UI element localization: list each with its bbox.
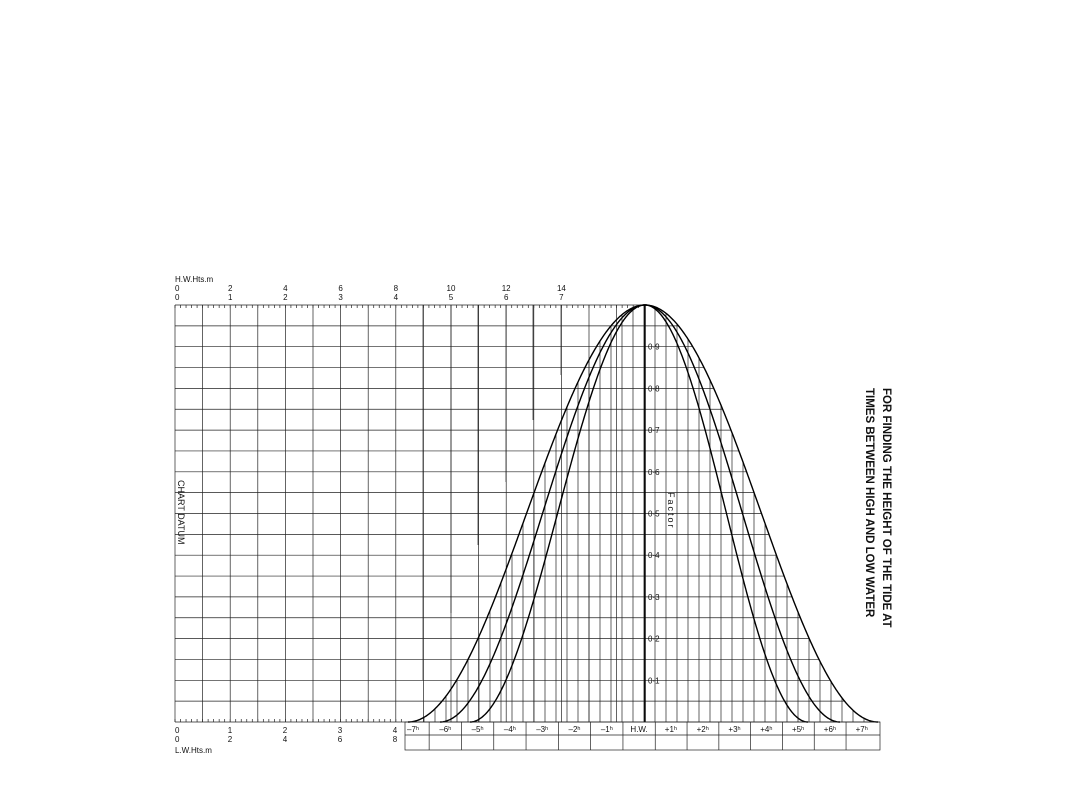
factor-tick-label: 0·1 bbox=[648, 676, 660, 685]
factor-tick-label: 0·3 bbox=[648, 593, 660, 602]
top-scale-tick: 12 bbox=[502, 284, 511, 293]
time-label: +1ʰ bbox=[665, 725, 677, 734]
top-scale-tick: 14 bbox=[557, 284, 566, 293]
top-scale-tick: 8 bbox=[394, 284, 399, 293]
time-label: –1ʰ bbox=[601, 725, 613, 734]
factor-tick-label: 0·6 bbox=[648, 468, 660, 477]
bottom-scale-tick: 2 bbox=[283, 726, 288, 735]
datum-label: CHART DATUM bbox=[176, 480, 186, 545]
top-scale-tick: 6 bbox=[338, 284, 343, 293]
time-label: +4ʰ bbox=[760, 725, 772, 734]
factor-tick-label: 0·5 bbox=[648, 510, 660, 519]
top-scale-tick: 5 bbox=[449, 293, 454, 302]
top-scale-tick: 10 bbox=[447, 284, 456, 293]
factor-tick-label: 0·8 bbox=[648, 384, 660, 393]
top-scale-tick: 0 bbox=[175, 284, 180, 293]
bottom-scale-tick: 0 bbox=[175, 735, 180, 744]
factor-tick-label: 0·4 bbox=[648, 551, 660, 560]
bottom-scale-tick: 0 bbox=[175, 726, 180, 735]
top-scale-tick: 3 bbox=[338, 293, 343, 302]
time-label: –4ʰ bbox=[504, 725, 516, 734]
bottom-scale-tick: 3 bbox=[338, 726, 343, 735]
top-scale-tick: 7 bbox=[559, 293, 564, 302]
top-scale-tick: 4 bbox=[283, 284, 288, 293]
bottom-scale-tick: 8 bbox=[393, 735, 398, 744]
bottom-scale-tick: 4 bbox=[283, 735, 288, 744]
top-scale-tick: 1 bbox=[228, 293, 233, 302]
factor-tick-label: 0·7 bbox=[648, 426, 660, 435]
time-label: –7ʰ bbox=[407, 725, 419, 734]
time-label: +2ʰ bbox=[697, 725, 709, 734]
title-line: FOR FINDING THE HEIGHT OF THE TIDE AT bbox=[880, 388, 892, 628]
time-label: –6ʰ bbox=[439, 725, 451, 734]
bottom-scale-tick: 1 bbox=[228, 726, 233, 735]
top-scale-tick: 2 bbox=[228, 284, 233, 293]
top-scale-tick: 0 bbox=[175, 293, 180, 302]
top-scale-tick: 4 bbox=[394, 293, 399, 302]
top-scale-label: H.W.Hts.m bbox=[175, 275, 214, 284]
time-label: –3ʰ bbox=[536, 725, 548, 734]
factor-tick-label: 0·9 bbox=[648, 343, 660, 352]
time-label: +5ʰ bbox=[792, 725, 804, 734]
top-scale-tick: 2 bbox=[283, 293, 288, 302]
bottom-scale-label: L.W.Hts.m bbox=[175, 746, 212, 755]
bottom-scale-tick: 4 bbox=[393, 726, 398, 735]
top-scale-tick: 6 bbox=[504, 293, 509, 302]
time-label: +7ʰ bbox=[856, 725, 868, 734]
time-label: –5ʰ bbox=[472, 725, 484, 734]
time-box bbox=[404, 721, 881, 751]
time-label: –2ʰ bbox=[569, 725, 581, 734]
time-label: +3ʰ bbox=[728, 725, 740, 734]
factor-tick-label: 0·2 bbox=[648, 635, 660, 644]
title-line: TIMES BETWEEN HIGH AND LOW WATER bbox=[863, 388, 875, 618]
time-label: H.W. bbox=[630, 725, 647, 734]
time-label: +6ʰ bbox=[824, 725, 836, 734]
bottom-scale-tick: 2 bbox=[228, 735, 233, 744]
bottom-scale-tick: 6 bbox=[338, 735, 343, 744]
factor-label: Factor bbox=[666, 492, 676, 530]
tide-curve bbox=[470, 304, 808, 723]
